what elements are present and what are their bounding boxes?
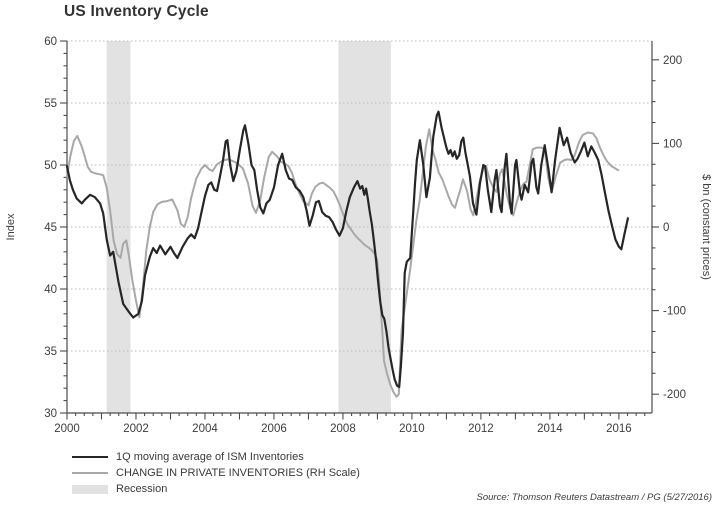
legend-item-ism: 1Q moving average of ISM Inventories (72, 449, 360, 465)
x-tick-label: 2016 (606, 423, 632, 435)
legend-item-recession: Recession (72, 481, 360, 497)
right-tick-label: -200 (663, 389, 686, 401)
legend: 1Q moving average of ISM Inventories CHA… (72, 449, 360, 497)
left-tick-label: 40 (44, 284, 57, 296)
x-tick-label: 2002 (123, 423, 149, 435)
dark-line-swatch-icon (72, 456, 108, 458)
x-tick-label: 2000 (54, 423, 80, 435)
left-tick-label: 50 (44, 160, 57, 172)
x-tick-label: 2010 (399, 423, 425, 435)
source-note: Source: Thomson Reuters Datastream / PG … (476, 492, 713, 503)
x-tick-label: 2006 (261, 423, 287, 435)
x-tick-label: 2004 (192, 423, 218, 435)
left-tick-label: 35 (44, 346, 57, 358)
right-tick-label: 0 (663, 222, 669, 234)
series-ism-inventories (65, 110, 630, 389)
x-tick-label: 2008 (330, 423, 356, 435)
left-tick-label: 55 (44, 98, 57, 110)
left-axis-title: Index (5, 213, 17, 240)
right-tick-label: -100 (663, 306, 686, 318)
recession-band (106, 41, 131, 413)
legend-label-inventories: CHANGE IN PRIVATE INVENTORIES (RH Scale) (116, 467, 360, 479)
right-tick-label: 100 (663, 138, 682, 150)
plot-area: 30 35 40 45 50 55 60 -200 -100 0 100 200 2000 2002 200… (5, 36, 712, 435)
x-tick-label: 2012 (468, 423, 494, 435)
legend-label-ism: 1Q moving average of ISM Inventories (116, 451, 304, 463)
left-tick-label: 45 (44, 222, 57, 234)
gray-line-swatch-icon (72, 472, 108, 474)
left-tick-label: 30 (44, 408, 57, 420)
recession-swatch-icon (72, 484, 108, 494)
x-tick-label: 2014 (537, 423, 563, 435)
series-change-in-private-inventories (66, 128, 620, 398)
legend-label-recession: Recession (116, 483, 168, 495)
legend-item-inventories: CHANGE IN PRIVATE INVENTORIES (RH Scale) (72, 465, 360, 481)
right-tick-label: 200 (663, 55, 682, 67)
chart-title: US Inventory Cycle (64, 3, 209, 20)
right-axis-title: $ bn (constant prices) (700, 174, 712, 280)
left-tick-label: 60 (44, 36, 57, 48)
